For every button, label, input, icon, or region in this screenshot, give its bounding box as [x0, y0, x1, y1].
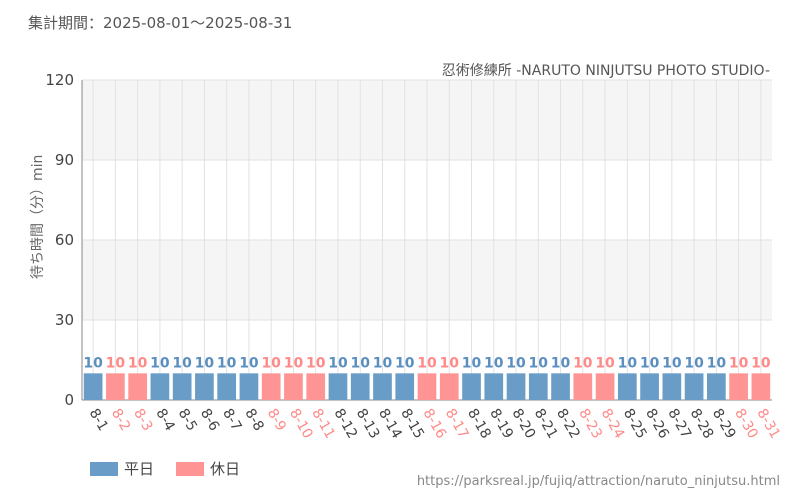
data-label-8-20: 10 — [506, 355, 526, 371]
data-label-8-22: 10 — [551, 355, 571, 371]
bar-8-25 — [617, 373, 637, 400]
data-label-8-8: 10 — [239, 355, 259, 371]
data-label-8-9: 10 — [261, 355, 281, 371]
data-label-8-16: 10 — [417, 355, 437, 371]
bar-8-4 — [150, 373, 170, 400]
bar-8-11 — [306, 373, 326, 400]
y-tick-label: 60 — [55, 231, 74, 249]
bar-8-24 — [595, 373, 615, 400]
x-tick-label-8-31: 8-31 — [753, 406, 783, 442]
bar-8-8 — [239, 373, 259, 400]
bar-8-12 — [328, 373, 348, 400]
x-tick-label-8-8: 8-8 — [241, 406, 266, 434]
y-tick-label: 0 — [64, 391, 74, 409]
y-tick-labels: 0 30 60 90 120 — [45, 71, 74, 409]
bar-8-7 — [217, 373, 237, 400]
y-axis-label-text: 待ち時間（分）min — [30, 154, 46, 279]
bar-8-9 — [261, 373, 281, 400]
x-tick-label-8-1: 8-1 — [86, 406, 111, 434]
data-label-8-30: 10 — [729, 355, 749, 371]
bar-8-31 — [751, 373, 771, 400]
data-label-8-1: 10 — [83, 355, 103, 371]
x-tick-label-8-5: 8-5 — [175, 406, 200, 434]
data-label-8-28: 10 — [684, 355, 704, 371]
x-tick-label-8-9: 8-9 — [264, 406, 289, 434]
bar-8-5 — [172, 373, 192, 400]
y-tick-label: 30 — [55, 311, 74, 329]
legend-swatch-weekday — [90, 461, 118, 476]
legend-label-weekday: 平日 — [124, 460, 155, 478]
legend-swatch-holiday — [176, 461, 205, 476]
bar-8-3 — [128, 373, 147, 400]
data-label-8-3: 10 — [128, 355, 148, 371]
data-label-8-21: 10 — [529, 355, 549, 371]
data-label-8-5: 10 — [172, 355, 192, 371]
bar-8-13 — [350, 373, 370, 400]
data-label-8-6: 10 — [195, 355, 215, 371]
x-tick-label-8-4: 8-4 — [152, 406, 177, 434]
y-tick-label: 120 — [45, 71, 74, 89]
bar-8-15 — [395, 373, 415, 400]
data-label-8-10: 10 — [284, 355, 304, 371]
x-tick-labels: 8-18-28-38-48-58-68-78-88-98-108-118-128… — [86, 406, 783, 442]
data-label-8-18: 10 — [462, 355, 482, 371]
x-tick-label-8-3: 8-3 — [130, 406, 155, 434]
bar-8-28 — [684, 373, 704, 400]
data-label-8-29: 10 — [707, 355, 727, 371]
bar-8-19 — [484, 373, 504, 400]
source-label: 忍術修練所 -NARUTO NINJUTSU PHOTO STUDIO- — [441, 63, 770, 79]
bar-8-30 — [729, 373, 748, 400]
data-label-8-25: 10 — [618, 355, 638, 371]
bar-8-1 — [83, 373, 103, 400]
legend-label-holiday: 休日 — [210, 460, 241, 478]
bar-8-20 — [506, 373, 526, 400]
period-label: 集計期間：2025-08-01～2025-08-31 — [28, 14, 293, 32]
data-label-8-13: 10 — [350, 355, 370, 371]
bar-8-29 — [707, 373, 726, 400]
bar-8-2 — [106, 373, 125, 400]
data-label-8-26: 10 — [640, 355, 660, 371]
data-label-8-11: 10 — [306, 355, 326, 371]
data-label-8-19: 10 — [484, 355, 504, 371]
x-tick-label-8-7: 8-7 — [219, 406, 244, 434]
y-tick-label: 90 — [55, 151, 74, 169]
x-tick-label-8-2: 8-2 — [108, 406, 133, 434]
data-label-8-31: 10 — [751, 355, 771, 371]
data-label-8-2: 10 — [106, 355, 126, 371]
bar-8-10 — [284, 373, 303, 400]
bar-8-23 — [573, 373, 593, 400]
bar-8-17 — [439, 373, 459, 400]
legend: 平日 休日 — [90, 458, 240, 479]
data-label-8-17: 10 — [440, 355, 460, 371]
legend-item-weekday: 平日 — [90, 458, 154, 479]
data-labels: 10 10 10 10 10 10 10 10 10 10 10 10 10 10 10 10 10 10 10 10… — [83, 355, 770, 371]
bars — [83, 373, 771, 400]
bar-8-27 — [662, 373, 682, 400]
data-label-8-27: 10 — [662, 355, 682, 371]
bar-8-14 — [373, 373, 392, 400]
source-url: https://parksreal.jp/fujiq/attraction/na… — [416, 474, 780, 489]
bar-8-22 — [551, 373, 570, 400]
x-tick-label-8-6: 8-6 — [197, 406, 222, 434]
data-label-8-15: 10 — [395, 355, 415, 371]
data-label-8-4: 10 — [150, 355, 170, 371]
legend-item-holiday: 休日 — [176, 458, 240, 479]
bar-8-16 — [417, 373, 437, 400]
bar-8-21 — [528, 373, 548, 400]
data-label-8-24: 10 — [595, 355, 615, 371]
bar-8-6 — [195, 373, 214, 400]
bar-8-26 — [640, 373, 659, 400]
data-label-8-23: 10 — [573, 355, 593, 371]
data-label-8-7: 10 — [217, 355, 237, 371]
bar-8-18 — [462, 373, 481, 400]
data-label-8-14: 10 — [373, 355, 393, 371]
data-label-8-12: 10 — [328, 355, 348, 371]
